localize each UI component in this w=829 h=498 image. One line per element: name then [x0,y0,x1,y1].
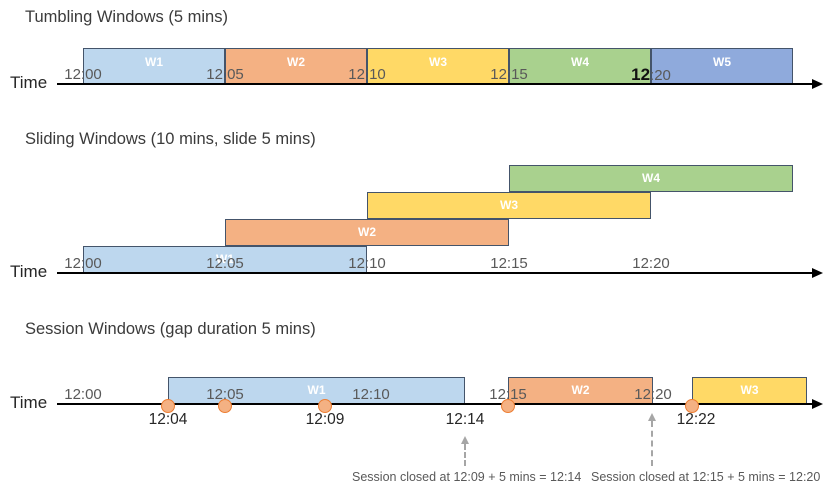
sliding-windows-window-w1: W1 [83,246,367,273]
tick-12-05: 12:05 [206,386,244,403]
event-dot [501,399,515,413]
window-label: W2 [287,55,305,69]
tick-12-10: 12:10 [352,386,390,403]
window-label: W2 [358,225,376,239]
event-time-12-14: 12:14 [445,411,485,428]
event-dot [685,399,699,413]
window-label: W2 [571,383,590,397]
tumbling-windows-window-w3: W3 [367,48,509,84]
closure-arrow-shaft [651,421,653,466]
tick-12-20: 12:20 [632,255,670,272]
tumbling-windows-window-w4: W4 [509,48,651,84]
sliding-windows-time-axis [57,272,813,274]
window-label: W3 [740,383,759,397]
window-label: W3 [500,198,518,212]
window-label: W1 [216,252,234,266]
sliding-windows-window-w4: W4 [509,165,793,192]
closure-arrow-icon [647,413,656,421]
tumbling-windows-window-w5: W5 [651,48,793,84]
tick-12-15: 12:15 [490,66,528,83]
tick-12-00: 12:00 [64,66,102,83]
tick-12-00: 12:00 [64,255,102,272]
event-time-12-04: 12:04 [148,411,188,428]
window-label: W1 [145,55,163,69]
tick-12-05: 12:05 [206,255,244,272]
axis-arrowhead-icon [812,79,823,89]
axis-arrowhead-icon [812,268,823,278]
session-closure-note: Session closed at 12:15 + 5 mins = 12:20 [591,470,821,484]
tick-12-20: 12:20 [634,386,672,403]
session-windows-window-w3: W3 [692,377,807,404]
tick-12-10: 12:10 [348,66,386,83]
session-closure-note: Session closed at 12:09 + 5 mins = 12:14 [352,470,582,484]
session-windows-title: Session Windows (gap duration 5 mins) [25,320,316,338]
tick-12-15: 12:15 [490,255,528,272]
event-dot [218,399,232,413]
window-label: W1 [307,383,326,397]
closure-arrow-shaft [464,444,466,466]
session-windows-window-w2: W2 [508,377,653,404]
tumbling-windows-window-w2: W2 [225,48,367,84]
closure-arrow-icon [460,436,469,444]
event-dot [161,399,175,413]
axis-arrowhead-icon [812,399,823,409]
tick-12-05: 12:05 [206,66,244,83]
tumbling-windows-title: Tumbling Windows (5 mins) [25,8,228,26]
window-label: W5 [713,55,731,69]
tick-part: 12 [631,65,651,84]
sliding-windows-window-w3: W3 [367,192,651,219]
tick-12-10: 12:10 [348,255,386,272]
tick-part: :20 [650,67,671,84]
session-windows-time-axis [57,403,813,405]
window-label: W3 [429,55,447,69]
window-label: W4 [571,55,589,69]
window-label: W4 [642,171,660,185]
event-dot [318,399,332,413]
tumbling-windows-axis-label: Time [10,73,48,92]
sliding-windows-title: Sliding Windows (10 mins, slide 5 mins) [25,130,316,148]
tick-12-20: 12:20 [631,65,671,85]
event-time-12-09: 12:09 [305,411,345,428]
session-windows-axis-label: Time [10,393,48,412]
sliding-windows-window-w2: W2 [225,219,509,246]
event-time-12-22: 12:22 [676,411,716,428]
sliding-windows-axis-label: Time [10,262,48,281]
tick-12-00: 12:00 [64,386,102,403]
tumbling-windows-time-axis [57,83,813,85]
tick-12-15: 12:15 [489,386,527,403]
tumbling-windows-window-w1: W1 [83,48,225,84]
